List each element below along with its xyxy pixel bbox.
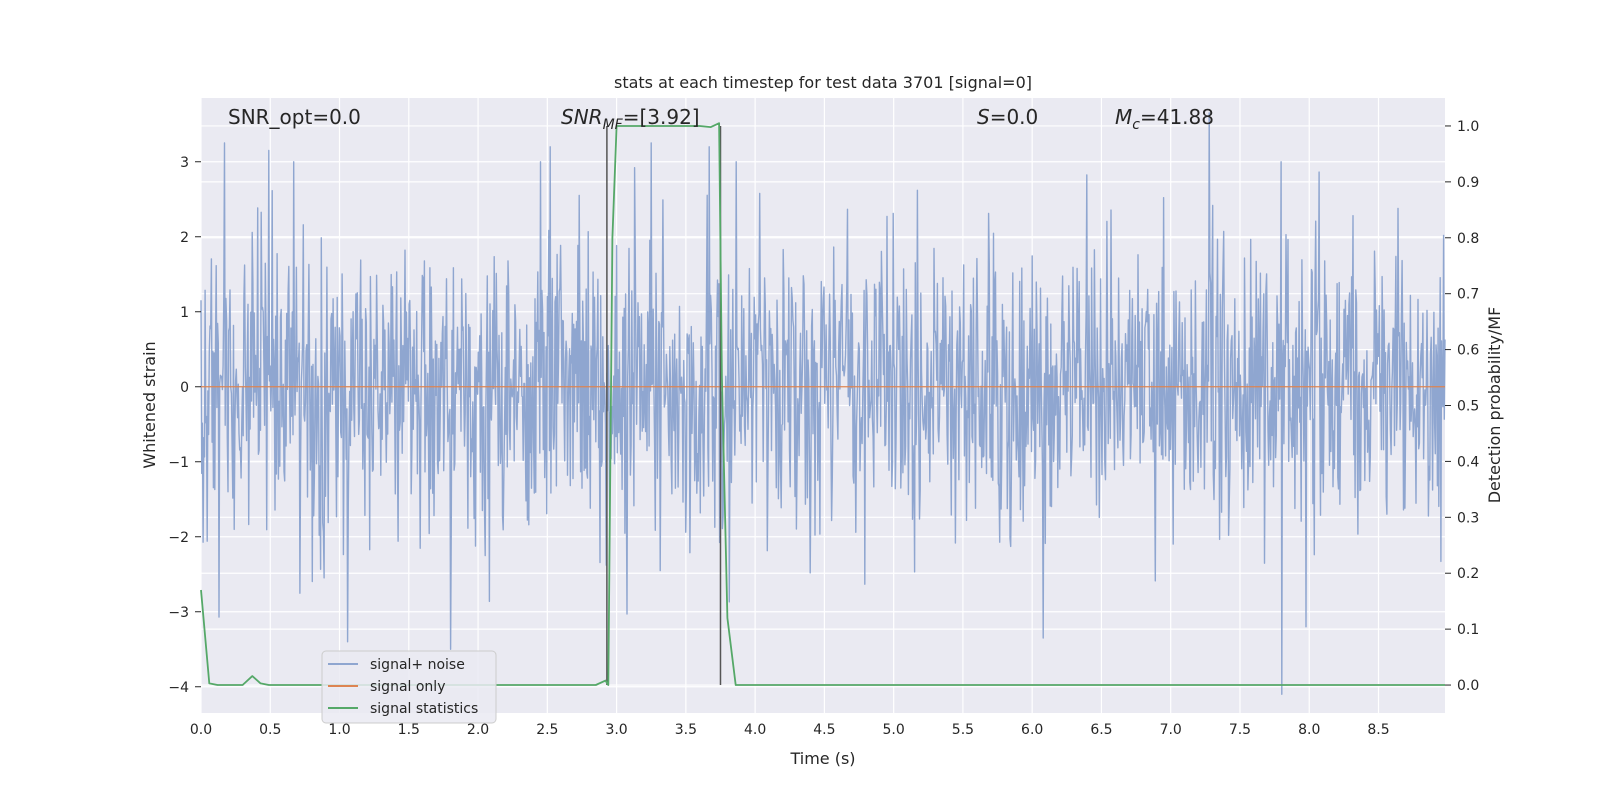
y-tick-label: 2 (180, 230, 189, 246)
x-tick-label: 2.5 (536, 722, 558, 738)
x-tick-label: 8.0 (1298, 722, 1320, 738)
right-y-tick-label: 0.2 (1457, 566, 1479, 582)
right-y-tick-label: 0.1 (1457, 622, 1479, 638)
y-tick-label: 0 (180, 380, 189, 396)
right-y-tick-label: 1.0 (1457, 119, 1479, 135)
y-tick-label: 1 (180, 305, 189, 321)
x-tick-label: 2.0 (467, 722, 489, 738)
right-y-tick-label: 0.0 (1457, 678, 1479, 694)
annotation-s: S=0.0 (977, 105, 1038, 129)
y-axis-ticks: 3 2 1 0 −1 −2 −3 −4 (168, 155, 201, 696)
right-y-tick-label: 0.7 (1457, 287, 1479, 303)
series-signal-noise-line (200, 112, 1446, 695)
x-tick-label: 1.0 (328, 722, 350, 738)
right-y-tick-label: 0.6 (1457, 343, 1479, 359)
annotation-snr-opt: SNR_opt=0.0 (228, 105, 361, 129)
x-tick-label: 5.5 (952, 722, 974, 738)
plot-area (200, 112, 1446, 695)
annotation-mc: Mc=41.88 (1115, 105, 1214, 133)
y-tick-label: −2 (168, 530, 189, 546)
x-tick-label: 6.0 (1021, 722, 1043, 738)
x-tick-label: 8.5 (1367, 722, 1389, 738)
legend-label-signal-statistics: signal statistics (370, 701, 478, 717)
legend-label-signal-noise: signal+ noise (370, 657, 465, 673)
x-tick-label: 7.0 (1160, 722, 1182, 738)
x-axis-label: Time (s) (789, 749, 855, 768)
x-tick-label: 0.0 (190, 722, 212, 738)
right-y-axis-ticks: 1.0 0.9 0.8 0.7 0.6 0.5 0.4 0.3 0.2 0.1 0.0 (1445, 119, 1479, 694)
x-tick-label: 5.0 (883, 722, 905, 738)
x-tick-label: 3.5 (675, 722, 697, 738)
legend: signal+ noise signal only signal statist… (321, 650, 497, 724)
right-y-tick-label: 0.9 (1457, 175, 1479, 191)
legend-box (321, 650, 497, 724)
annotation-snr-mf: SNRMF=[3.92] (561, 105, 700, 133)
x-tick-label: 1.5 (398, 722, 420, 738)
y-tick-label: −3 (168, 605, 189, 621)
x-tick-label: 4.0 (744, 722, 766, 738)
series-signal-statistics-line (200, 122, 1445, 686)
right-y-tick-label: 0.4 (1457, 454, 1479, 470)
legend-label-signal-only: signal only (370, 679, 445, 695)
x-tick-label: 7.5 (1229, 722, 1251, 738)
right-y-tick-label: 0.5 (1457, 399, 1479, 415)
chart-title: stats at each timestep for test data 370… (614, 73, 1032, 92)
y-axis-label: Whitened strain (140, 341, 159, 468)
y-tick-label: −4 (168, 680, 189, 696)
x-tick-label: 4.5 (813, 722, 835, 738)
x-tick-label: 0.5 (259, 722, 281, 738)
x-tick-label: 3.0 (605, 722, 627, 738)
x-tick-label: 6.5 (1090, 722, 1112, 738)
right-y-tick-label: 0.8 (1457, 231, 1479, 247)
y-tick-label: −1 (168, 455, 189, 471)
y-tick-label: 3 (180, 155, 189, 171)
right-y-tick-label: 0.3 (1457, 510, 1479, 526)
right-y-axis-label: Detection probability/MF (1485, 307, 1504, 504)
x-axis-ticks: 0.0 0.5 1.0 1.5 2.0 2.5 3.0 3.5 4.0 4.5 5.0 5.5 6.0 6… (190, 722, 1390, 738)
